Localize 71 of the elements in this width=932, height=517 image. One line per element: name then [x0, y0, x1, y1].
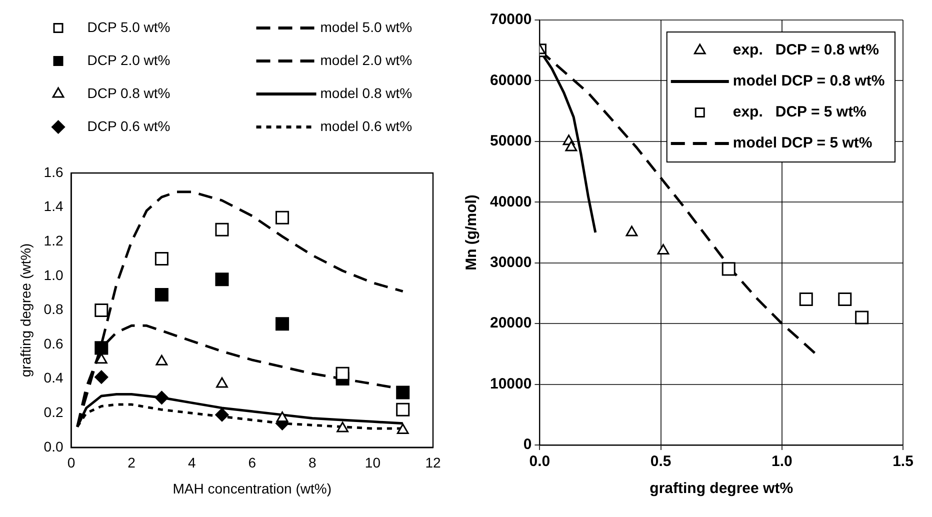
- y-tick-label: 1.2: [44, 232, 64, 248]
- y-tick-label: 1.0: [44, 266, 64, 283]
- point: [276, 210, 290, 224]
- x-tick-label: 0.5: [650, 453, 672, 470]
- y-tick-label: 10000: [490, 375, 532, 392]
- y-tick-label: 30000: [490, 254, 532, 271]
- point: [336, 366, 350, 380]
- y-tick-label: 0.6: [44, 335, 64, 352]
- point: [276, 411, 288, 422]
- x-tick-label: 10: [364, 454, 381, 471]
- x-tick-label: 12: [425, 454, 441, 471]
- legend-label: DCP 0.6 wt%: [87, 118, 170, 134]
- x-axis-title: grafting degree wt%: [650, 480, 794, 498]
- y-tick-label: 0.2: [44, 404, 64, 420]
- point: [565, 140, 578, 152]
- x-tick-label: 8: [308, 454, 317, 471]
- point: [95, 353, 108, 364]
- y-tick-label: 50000: [490, 132, 532, 150]
- point: [215, 408, 229, 422]
- y-tick-label: 0.4: [44, 370, 64, 386]
- x-tick-label: 1.0: [771, 453, 792, 470]
- point: [215, 272, 229, 286]
- x-tick-label: 4: [188, 454, 196, 471]
- point: [396, 402, 410, 416]
- legend-label: DCP 0.8 wt%: [87, 84, 170, 101]
- point: [657, 244, 670, 254]
- legend-label: DCP 2.0 wt%: [87, 52, 170, 68]
- x-axis-title: MAH concentration (wt%): [172, 480, 332, 496]
- point: [396, 424, 409, 434]
- x-tick-label: 0: [67, 454, 76, 471]
- y-tick-label: 1.6: [44, 164, 64, 180]
- y-tick-label: 40000: [490, 193, 532, 210]
- point: [154, 252, 168, 266]
- point: [156, 354, 168, 366]
- point: [336, 422, 349, 432]
- point: [626, 226, 638, 236]
- legend-label: model DCP = 5 wt%: [732, 134, 872, 152]
- y-tick-label: 0: [523, 436, 532, 454]
- point: [154, 390, 168, 404]
- point: [838, 292, 852, 306]
- legend-label: model 5.0 wt%: [320, 18, 412, 35]
- point: [855, 310, 869, 324]
- point: [722, 262, 736, 276]
- legend-label: model 0.8 wt%: [320, 84, 412, 101]
- legend-label: model 2.0 wt%: [320, 52, 412, 68]
- y-tick-label: 70000: [490, 11, 532, 28]
- x-tick-label: 0.0: [529, 453, 550, 470]
- point: [276, 317, 290, 331]
- legend-label: DCP 5.0 wt%: [87, 18, 170, 35]
- x-tick-label: 1.5: [892, 453, 914, 470]
- y-axis-title: grafting degree (wt%): [17, 243, 34, 378]
- legend-label: model DCP = 0.8 wt%: [732, 72, 885, 90]
- y-tick-label: 0.0: [44, 438, 64, 454]
- legend-label: model 0.6 wt%: [320, 118, 412, 134]
- legend-label: exp. DCP = 0.8 wt%: [732, 42, 879, 59]
- y-tick-label: 1.4: [44, 198, 64, 214]
- y-tick-label: 60000: [490, 72, 532, 89]
- y-axis-title: Mn (g/mol): [463, 194, 480, 270]
- point: [94, 341, 108, 355]
- y-tick-label: 20000: [490, 314, 532, 332]
- x-tick-label: 2: [128, 454, 136, 471]
- legend-label: exp. DCP = 5 wt%: [732, 104, 866, 121]
- point: [94, 370, 108, 384]
- point: [154, 288, 168, 302]
- point: [94, 303, 108, 317]
- point: [215, 222, 229, 236]
- point: [216, 377, 228, 388]
- y-tick-label: 0.8: [44, 301, 64, 318]
- point: [396, 386, 410, 400]
- point: [799, 292, 813, 306]
- x-tick-label: 6: [248, 454, 256, 471]
